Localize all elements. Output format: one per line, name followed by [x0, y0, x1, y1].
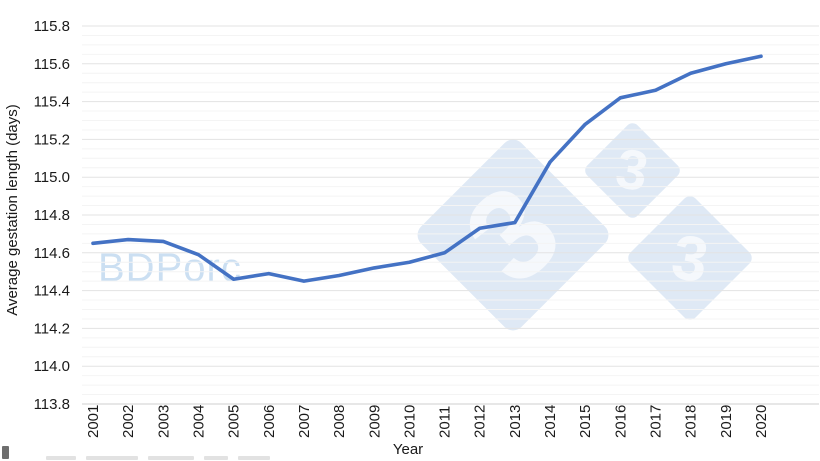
- y-tick-label: 115.0: [34, 169, 70, 186]
- cutoff-text-mark: [46, 456, 76, 460]
- y-tick-label: 113.8: [34, 396, 70, 413]
- y-tick-label: 114.6: [34, 245, 70, 262]
- x-tick-label: 2002: [120, 405, 137, 438]
- x-tick-label: 2005: [226, 405, 243, 438]
- x-tick-label: 2012: [472, 405, 489, 438]
- cutoff-text-mark: [2, 446, 9, 459]
- x-tick-label: 2013: [507, 405, 524, 438]
- cutoff-text-mark: [86, 456, 138, 460]
- y-tick-label: 115.2: [34, 131, 70, 148]
- x-tick-label: 2001: [85, 405, 102, 438]
- x-tick-label: 2014: [542, 405, 559, 438]
- y-tick-label: 115.8: [34, 18, 70, 35]
- x-tick-label: 2015: [577, 405, 594, 438]
- cutoff-text-mark: [204, 456, 228, 460]
- gestation-length-data-line: [91, 54, 763, 283]
- y-tick-label: 114.8: [34, 207, 70, 224]
- x-tick-label: 2017: [648, 405, 665, 438]
- y-tick-label: 114.4: [34, 283, 70, 300]
- cutoff-text-mark: [238, 456, 270, 460]
- x-tick-label: 2006: [261, 405, 278, 438]
- y-tick-label: 115.6: [34, 56, 70, 73]
- x-tick-label: 2003: [155, 405, 172, 438]
- x-tick-label: 2007: [296, 405, 313, 438]
- cutoff-caption-fragment: [0, 446, 300, 461]
- y-tick-label: 114.0: [34, 358, 70, 375]
- cutoff-text-mark: [148, 456, 194, 460]
- x-tick-label: 2018: [683, 405, 700, 438]
- x-tick-label: 2008: [331, 405, 348, 438]
- x-tick-label: 2019: [718, 405, 735, 438]
- x-tick-label: 2004: [190, 405, 207, 438]
- x-tick-label: 2010: [401, 405, 418, 438]
- x-axis-title: Year: [392, 441, 424, 458]
- y-tick-label: 114.2: [34, 320, 70, 337]
- y-tick-label: 115.4: [34, 94, 70, 111]
- y-axis-title: Average gestation length (days): [4, 104, 21, 316]
- x-tick-label: 2011: [437, 406, 454, 438]
- x-tick-label: 2016: [612, 405, 629, 438]
- x-tick-label: 2009: [366, 405, 383, 438]
- x-tick-label: 2020: [753, 405, 770, 438]
